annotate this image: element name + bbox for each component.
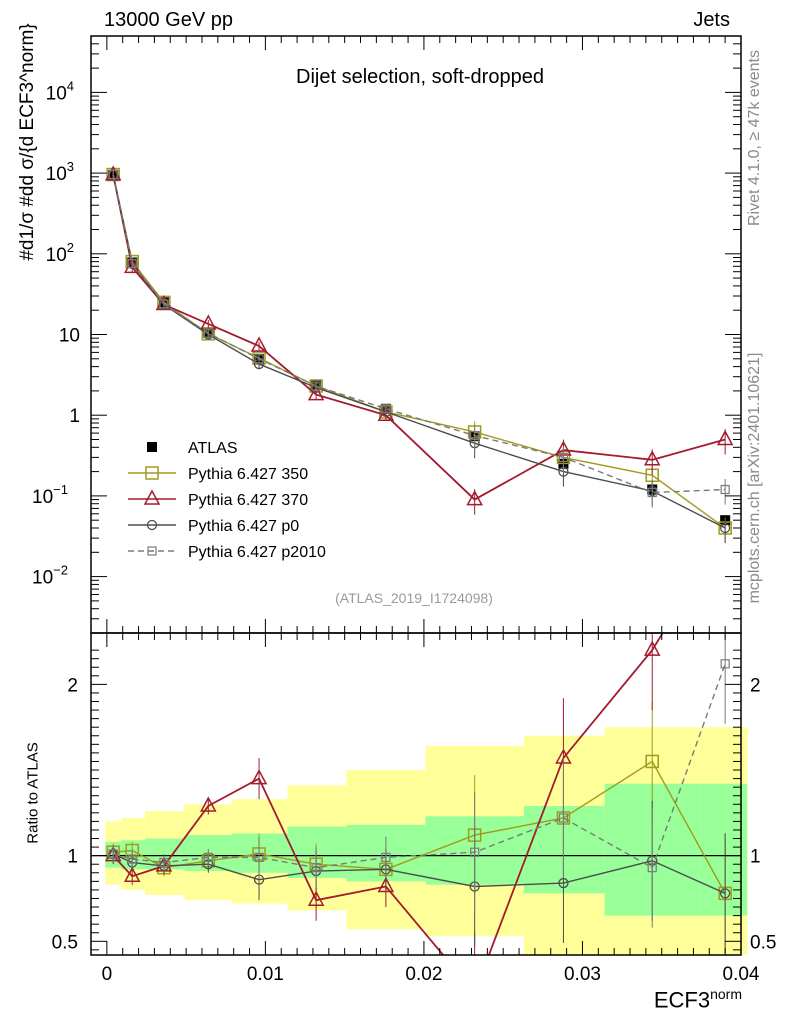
ratio-point-p2010: [254, 852, 264, 862]
legend-label-p370: Pythia 6.427 370: [188, 492, 308, 509]
ratio-point-p2010: [558, 813, 569, 823]
ratio-y-tick-label: 1: [67, 847, 78, 868]
ratio-point-p2010: [108, 849, 118, 859]
energy-label: 13000 GeV pp: [104, 9, 233, 31]
y-tick-label: 1: [69, 406, 80, 427]
ratio-point-p350: [645, 754, 659, 769]
ratio-point-p2010: [127, 854, 137, 864]
ratio-y-tick-label: 0.5: [52, 932, 78, 953]
x-tick-label: 0.01: [247, 964, 284, 985]
ratio-point-p2010: [720, 659, 730, 669]
data-point-p2010: [558, 452, 569, 462]
legend-marker-p2010: [147, 546, 157, 556]
data-point-p2010: [381, 404, 391, 414]
x-axis-label: ECF3norm: [654, 986, 742, 1013]
ratio-point-p2010: [159, 857, 169, 868]
x-axis-label-main: ECF3: [653, 987, 711, 1013]
rivet-label: Rivet 4.1.0, ≥ 47k events: [746, 50, 763, 226]
ratio-band-inner: [699, 783, 748, 916]
data-point-p2010: [127, 258, 137, 269]
y-tick-label: 104: [46, 78, 74, 104]
ratio-point-p370: [377, 876, 395, 893]
ratio-y-tick-label-right: 2: [750, 675, 761, 696]
ratio-point-p370: [643, 640, 661, 656]
ratio-point-p0: [719, 888, 731, 899]
data-point-p2010: [647, 487, 657, 498]
ratio-point-p0: [558, 877, 569, 889]
ratio-point-p2010: [203, 852, 213, 862]
ratio-point-p370: [250, 769, 268, 785]
data-point-p0: [719, 522, 731, 534]
data-point-p370: [716, 429, 734, 446]
ratio-point-p2010: [470, 847, 480, 857]
ratio-plot-frame: [90, 632, 742, 956]
data-point-p2010: [203, 328, 213, 338]
x-tick-label: 0: [102, 964, 113, 985]
legend-marker-p350: [145, 466, 159, 480]
process-label: Jets: [693, 9, 730, 31]
ratio-series-group: [104, 633, 732, 998]
y-tick-label: 10−2: [32, 563, 68, 589]
ratio-y-tick-label-right: 1: [750, 847, 761, 868]
x-tick-label: 0.04: [723, 964, 760, 985]
ratio-point-p370: [307, 890, 325, 906]
ratio-y-tick-label: 2: [67, 675, 78, 696]
ratio-point-p2010: [647, 863, 657, 873]
ratio-point-p2010: [311, 863, 321, 873]
data-point-p2010: [108, 169, 118, 180]
data-point-p2010: [720, 484, 730, 495]
ratio-band-inner: [287, 826, 347, 878]
legend-marker-p0: [146, 519, 158, 531]
data-point-p370: [250, 336, 268, 352]
data-point-p2010: [254, 354, 264, 364]
data-point-p2010: [159, 299, 169, 309]
data-point-p2010: [311, 381, 321, 391]
legend-label-atlas: ATLAS: [188, 440, 238, 457]
data-point-p370: [643, 450, 661, 466]
legend-label-p0: Pythia 6.427 p0: [188, 518, 299, 535]
legend-label-p350: Pythia 6.427 350: [188, 466, 308, 483]
x-axis-label-sup: norm: [710, 986, 742, 1002]
y-tick-label: 103: [46, 159, 74, 185]
data-point-p370: [307, 385, 325, 401]
analysis-id: (ATLAS_2019_I1724098): [335, 590, 493, 606]
ratio-point-p2010: [381, 852, 391, 862]
ratio-point-p370: [468, 985, 482, 998]
ratio-y-tick-label-right: 0.5: [750, 932, 776, 953]
x-tick-label: 0.02: [405, 964, 442, 985]
legend-label-p2010: Pythia 6.427 p2010: [188, 544, 326, 561]
y-tick-label: 102: [46, 240, 74, 266]
ratio-point-p370: [200, 796, 217, 812]
main-y-label: #d1/σ #dd σ/{d ECF3^norm}: [17, 23, 38, 261]
source-label: mcplots.cern.ch [arXiv:2401.10621]: [746, 352, 763, 604]
ratio-point-p370: [123, 866, 141, 882]
data-point-p370: [466, 490, 483, 506]
ratio-y-label: Ratio to ATLAS: [24, 742, 42, 844]
data-point-p2010: [470, 430, 480, 441]
plot-title: Dijet selection, soft-dropped: [296, 66, 544, 88]
main-series-group: [104, 165, 734, 544]
legend-marker-p370: [143, 489, 161, 505]
y-tick-label: 10: [59, 326, 80, 347]
x-tick-label: 0.03: [564, 964, 601, 985]
legend-marker-atlas: [147, 442, 157, 452]
y-tick-label: 10−1: [32, 482, 68, 508]
